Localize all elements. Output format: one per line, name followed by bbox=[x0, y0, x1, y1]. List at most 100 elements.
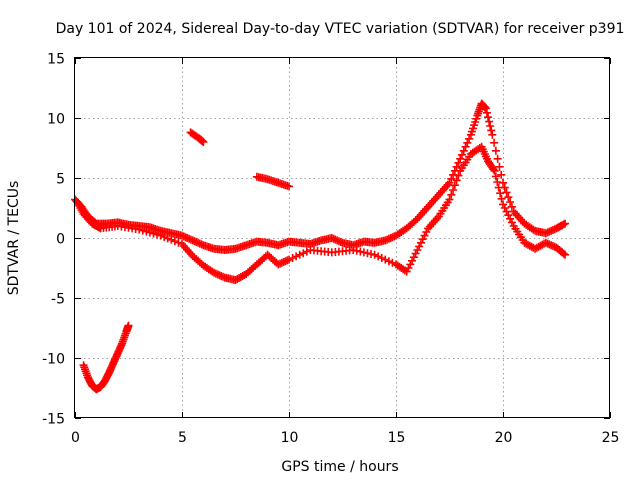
data-point bbox=[299, 249, 308, 258]
data-point bbox=[276, 259, 285, 268]
data-point bbox=[170, 237, 179, 246]
data-point bbox=[452, 176, 461, 185]
data-point bbox=[484, 113, 493, 122]
chart-title: Day 101 of 2024, Sidereal Day-to-day VTE… bbox=[56, 21, 625, 37]
data-point bbox=[559, 249, 568, 258]
data-point bbox=[461, 142, 470, 151]
data-point bbox=[507, 218, 516, 227]
x-tick-label: 10 bbox=[281, 430, 299, 446]
data-point bbox=[497, 194, 506, 203]
data-point bbox=[411, 216, 420, 225]
data-point bbox=[411, 249, 420, 258]
data-point bbox=[445, 195, 454, 204]
data-point bbox=[420, 231, 429, 240]
data-point bbox=[561, 219, 570, 228]
data-point bbox=[199, 138, 208, 146]
data-point bbox=[292, 252, 301, 261]
series-track-d bbox=[252, 172, 293, 191]
data-point bbox=[447, 174, 456, 183]
data-point bbox=[445, 178, 454, 187]
data-point bbox=[491, 146, 500, 155]
data-point bbox=[384, 257, 393, 266]
data-point bbox=[456, 154, 465, 163]
y-tick-label: 0 bbox=[56, 232, 65, 248]
series-track-b bbox=[73, 142, 570, 284]
data-point bbox=[450, 181, 459, 190]
axis-ticks: 0 5 10 15 20 25 -15 -10 -5 0 5 10 15 bbox=[42, 52, 619, 447]
data-point bbox=[496, 189, 505, 198]
data-point bbox=[487, 126, 496, 135]
data-point bbox=[485, 117, 494, 126]
data-point bbox=[490, 166, 499, 175]
data-point bbox=[174, 238, 183, 247]
data-point bbox=[506, 198, 515, 206]
data-point bbox=[457, 150, 466, 159]
data-point bbox=[504, 211, 513, 220]
data-point bbox=[497, 170, 506, 179]
data-point bbox=[449, 186, 458, 194]
data-point bbox=[167, 235, 176, 244]
data-point bbox=[135, 225, 144, 234]
data-point bbox=[506, 214, 515, 223]
data-point bbox=[454, 171, 463, 180]
data-point bbox=[504, 193, 513, 202]
x-tick-label: 0 bbox=[71, 430, 80, 446]
data-point bbox=[302, 247, 311, 256]
series-track-e bbox=[79, 321, 133, 394]
data-point bbox=[288, 254, 297, 262]
data-point bbox=[370, 250, 379, 259]
data-point bbox=[153, 230, 162, 239]
data-point bbox=[486, 122, 495, 130]
data-point bbox=[415, 242, 424, 251]
data-point bbox=[493, 154, 502, 163]
data-point bbox=[138, 226, 147, 235]
data-point bbox=[489, 165, 498, 174]
data-point bbox=[213, 270, 222, 279]
series-track-c bbox=[186, 128, 208, 146]
data-point bbox=[482, 108, 491, 117]
data-point bbox=[459, 146, 468, 155]
data-point bbox=[149, 229, 158, 238]
data-point bbox=[463, 138, 472, 147]
data-point bbox=[281, 257, 290, 266]
data-point bbox=[494, 183, 503, 192]
data-point bbox=[500, 204, 509, 212]
x-tick-label: 20 bbox=[495, 430, 513, 446]
data-point bbox=[422, 228, 431, 236]
data-point bbox=[402, 267, 411, 276]
data-point bbox=[374, 252, 383, 261]
y-tick-label: -15 bbox=[42, 412, 65, 428]
data-point bbox=[381, 255, 390, 264]
data-point bbox=[163, 234, 172, 243]
data-point bbox=[491, 172, 500, 181]
data-point bbox=[447, 190, 456, 199]
data-point bbox=[507, 202, 516, 211]
data-point bbox=[219, 272, 228, 281]
data-point bbox=[499, 200, 507, 209]
data-point bbox=[406, 260, 415, 269]
data-point bbox=[495, 162, 504, 171]
data-point bbox=[404, 264, 413, 272]
data-point bbox=[408, 256, 417, 265]
data-points bbox=[71, 99, 570, 394]
data-point bbox=[142, 227, 151, 236]
data-point bbox=[529, 225, 538, 234]
data-point bbox=[285, 255, 293, 264]
data-point bbox=[388, 258, 397, 267]
data-point bbox=[413, 246, 422, 254]
y-tick-label: 10 bbox=[47, 112, 65, 128]
data-point bbox=[124, 321, 133, 330]
data-point bbox=[488, 130, 497, 139]
data-point bbox=[145, 228, 154, 237]
data-point bbox=[210, 268, 219, 277]
data-point bbox=[418, 235, 427, 244]
data-point bbox=[481, 104, 490, 113]
data-point bbox=[465, 134, 474, 143]
data-point bbox=[454, 158, 463, 167]
y-tick-label: 15 bbox=[47, 52, 65, 68]
data-point bbox=[561, 250, 570, 259]
data-point bbox=[377, 254, 386, 262]
data-point bbox=[409, 253, 418, 262]
data-point bbox=[452, 162, 461, 171]
